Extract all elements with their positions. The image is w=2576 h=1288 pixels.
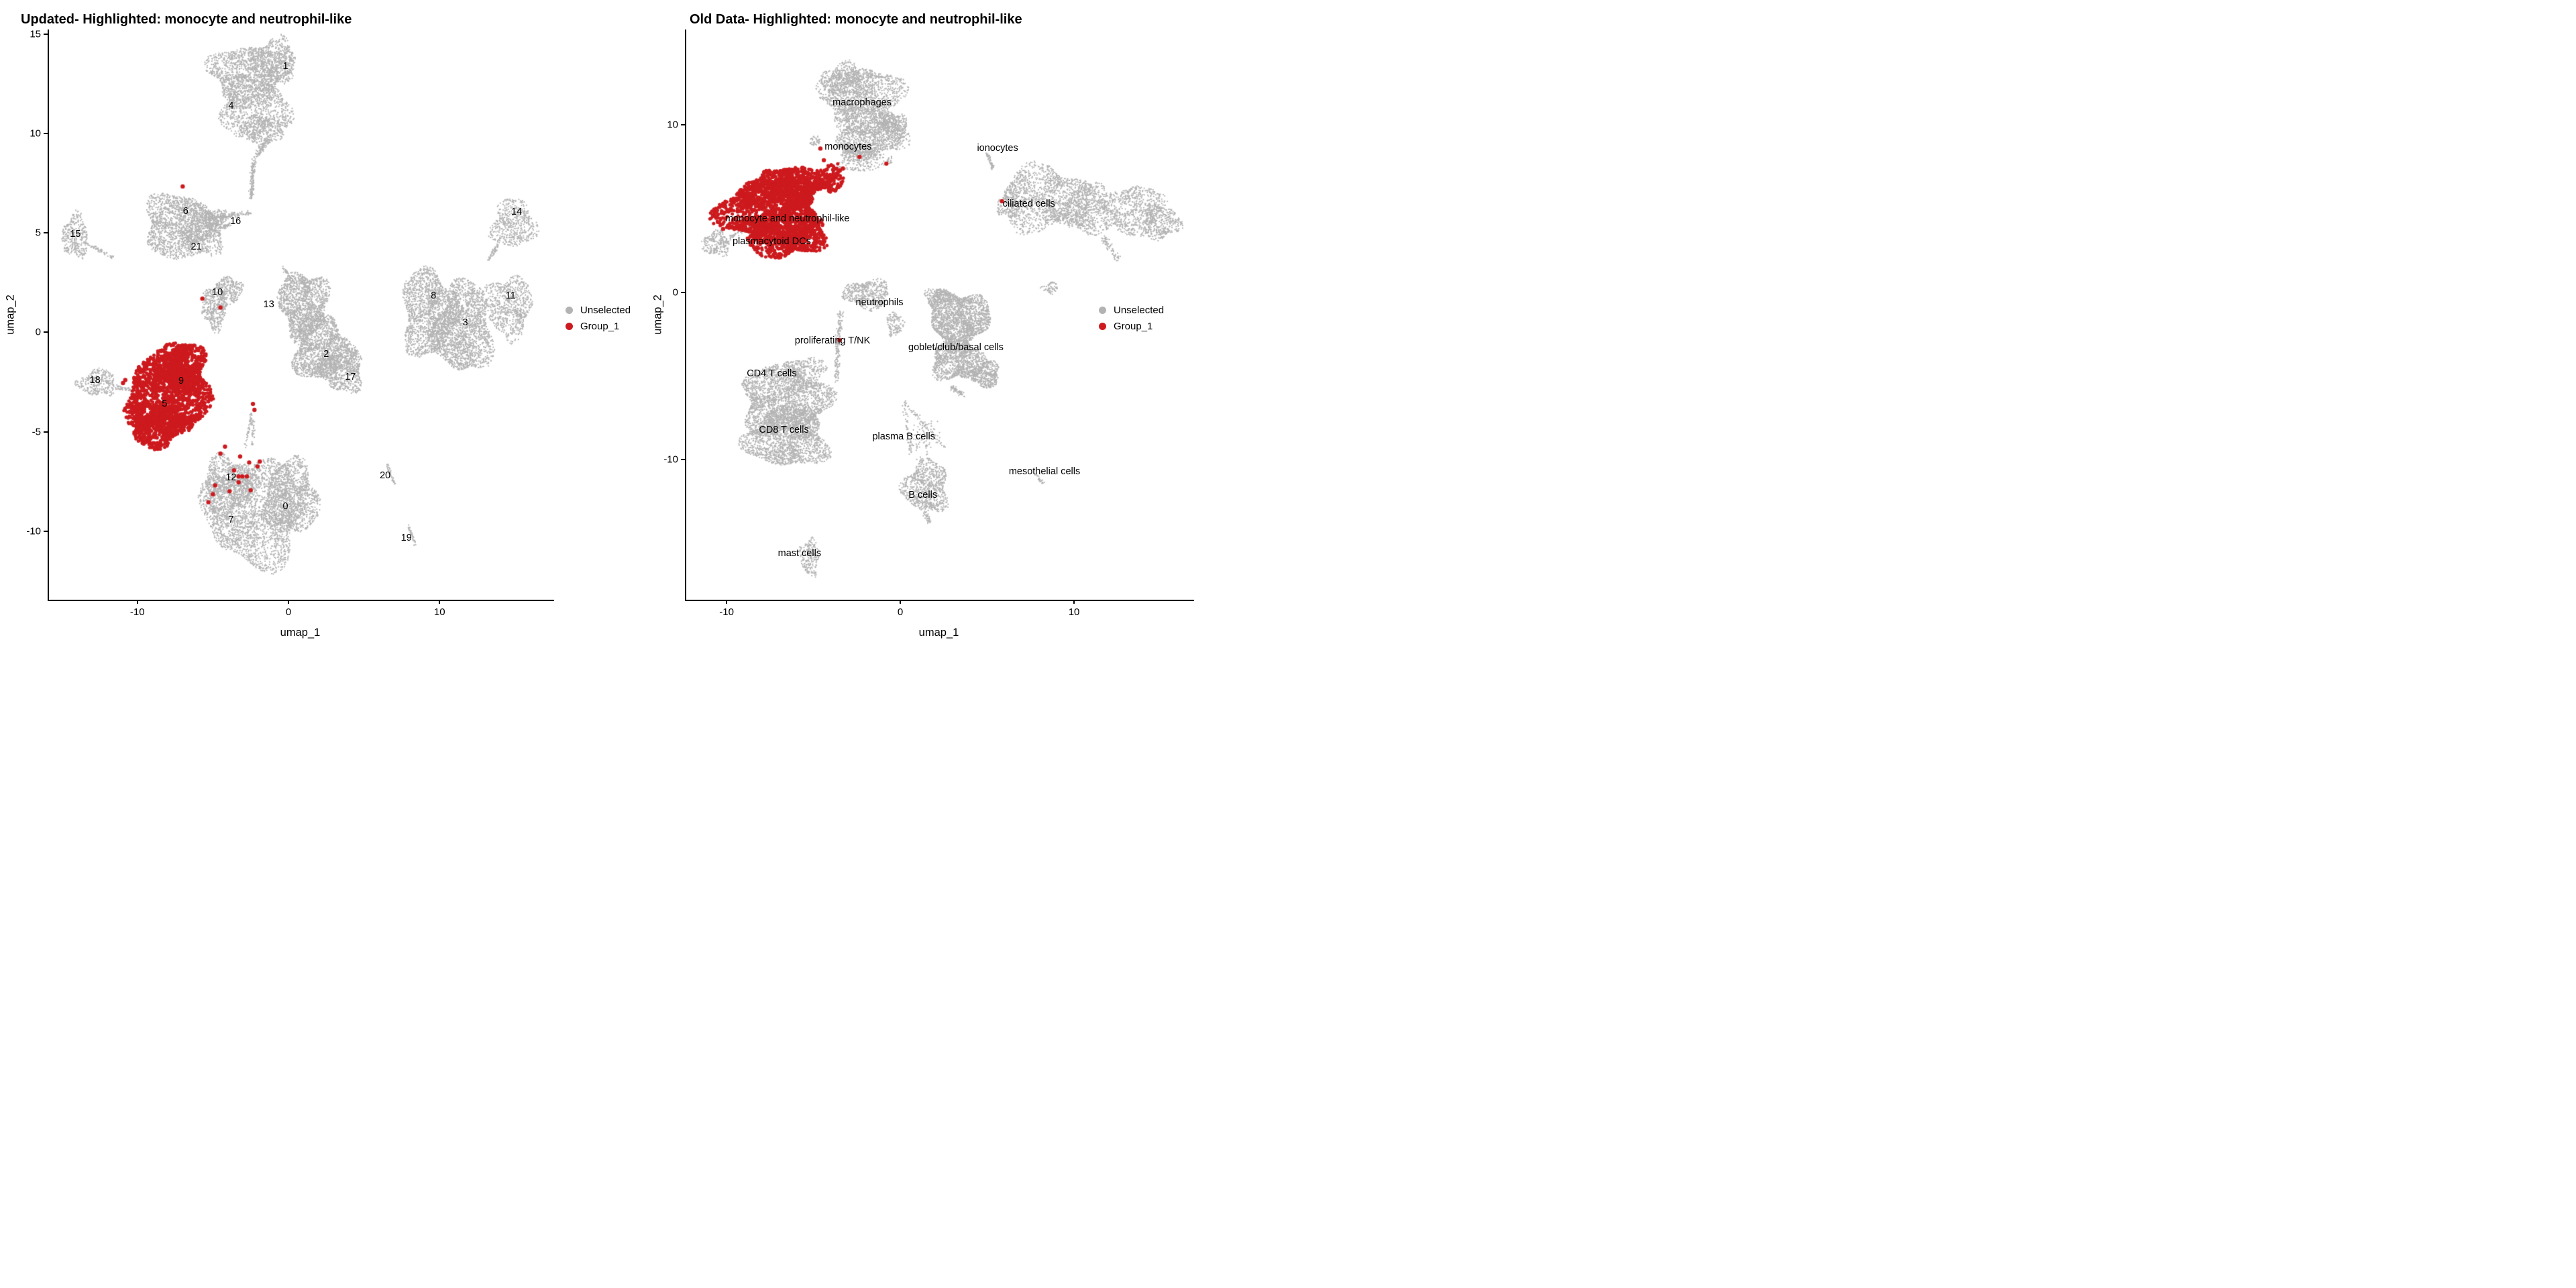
cluster-label-CD4-CD8-T-cells: CD4 T cells — [747, 368, 797, 379]
cluster-label-plasma-B-cells: plasma B cells — [872, 431, 935, 442]
cluster-label-cluster-8-3-11: 8 — [431, 290, 437, 301]
y-axis-label-left: umap_2 — [4, 294, 17, 335]
cluster-label-mast-cells: mast cells — [777, 547, 822, 559]
y-tick-mark — [44, 530, 48, 532]
cluster-label-cluster-6-21: 21 — [191, 241, 202, 252]
x-tick-label: -10 — [719, 606, 734, 618]
x-tick-label: 0 — [897, 606, 904, 618]
cluster-label-cluster-9-5-highlighted: 5 — [162, 398, 168, 409]
y-tick-mark — [681, 291, 685, 293]
cluster-label-macrophages: macrophages — [833, 97, 892, 108]
x-tick-label: -10 — [129, 606, 145, 618]
cluster-label-B-cells: B cells — [908, 489, 938, 500]
y-axis-label-right: umap_2 — [651, 294, 664, 335]
cluster-label-cluster-12-7-0: 0 — [282, 500, 288, 512]
scatter-canvas-updated — [49, 30, 554, 600]
x-tick-mark — [439, 600, 441, 604]
cluster-label-neutrophils: neutrophils — [855, 297, 904, 308]
group1-dot-icon — [566, 322, 573, 330]
x-tick-mark — [726, 600, 728, 604]
x-tick-label: 0 — [285, 606, 292, 618]
cluster-label-cluster-14: 14 — [511, 207, 523, 218]
cluster-label-cluster-9-5-highlighted: 9 — [178, 375, 184, 386]
y-tick-label: 10 — [667, 119, 678, 131]
scatter-canvas-old-data — [686, 30, 1194, 600]
legend-item-group1: Group_1 — [1099, 318, 1164, 334]
left-plot-title: Updated- Highlighted: monocyte and neutr… — [21, 12, 352, 27]
y-tick-mark — [44, 34, 48, 36]
cluster-label-cluster-1-4: 4 — [228, 100, 234, 111]
legend-label-group1: Group_1 — [580, 320, 620, 332]
group1-dot-icon — [1099, 322, 1106, 330]
cluster-label-cluster-1-4: 1 — [282, 60, 288, 72]
y-tick-label: 0 — [672, 286, 678, 299]
cluster-label-cluster-15: 15 — [70, 228, 81, 239]
y-tick-mark — [44, 431, 48, 433]
y-tick-mark — [681, 124, 685, 126]
cluster-label-cluster-13-2-17: 13 — [263, 299, 274, 310]
cluster-label-goblet-club-basal-cells: goblet/club/basal cells — [908, 342, 1004, 354]
cluster-label-cluster-8-3-11: 11 — [505, 290, 516, 301]
x-tick-mark — [1073, 600, 1075, 604]
legend-left: Unselected Group_1 — [566, 302, 631, 334]
cluster-label-cluster-10: 10 — [212, 287, 223, 299]
cluster-label-cluster-19: 19 — [400, 532, 412, 543]
cluster-label-CD4-CD8-T-cells: CD8 T cells — [759, 424, 809, 435]
cluster-label-cluster-6-21: 6 — [182, 205, 189, 217]
y-tick-label: 15 — [30, 28, 41, 40]
cluster-label-monocyte-and-neutrophil-like-highlighted: monocyte and neutrophil-like — [725, 213, 850, 224]
cluster-label-cluster-12-7-0: 7 — [228, 515, 234, 526]
cluster-label-cluster-16: 16 — [230, 215, 241, 227]
cluster-label-cluster-12-7-0: 12 — [225, 472, 237, 483]
x-axis-label-right: umap_1 — [918, 627, 959, 639]
x-tick-label: 10 — [1068, 606, 1080, 618]
cluster-label-cluster-18: 18 — [89, 374, 101, 386]
cluster-label-ciliated-cells: ciliated cells — [1002, 198, 1055, 209]
x-tick-label: 10 — [433, 606, 445, 618]
y-tick-label: 0 — [35, 326, 41, 338]
x-axis-label-left: umap_1 — [280, 627, 321, 639]
unselected-dot-icon — [1099, 306, 1106, 314]
x-tick-mark — [136, 600, 138, 604]
cluster-label-proliferating-T-NK: proliferating T/NK — [794, 335, 871, 347]
umap-panel-old-data: macrophages monocytes ionocytes plasmacytoi… — [663, 30, 1194, 618]
y-tick-mark — [44, 133, 48, 135]
legend-right: Unselected Group_1 — [1099, 302, 1164, 334]
y-tick-mark — [681, 459, 685, 461]
x-tick-mark — [288, 600, 290, 604]
y-tick-mark — [44, 232, 48, 234]
y-tick-mark — [44, 331, 48, 333]
cluster-label-cluster-13-2-17: 17 — [345, 371, 356, 382]
legend-label-unselected: Unselected — [1114, 304, 1165, 316]
cluster-label-cluster-13-2-17: 2 — [323, 348, 329, 360]
cluster-label-mesothelial-cells: mesothelial cells — [1008, 466, 1081, 477]
right-plot-title: Old Data- Highlighted: monocyte and neut… — [690, 12, 1022, 27]
legend-label-group1: Group_1 — [1114, 320, 1153, 332]
legend-item-unselected: Unselected — [566, 302, 631, 318]
legend-item-group1: Group_1 — [566, 318, 631, 334]
legend-item-unselected: Unselected — [1099, 302, 1164, 318]
labels-layer-old-data: macrophages monocytes ionocytes plasmacytoi… — [663, 30, 1194, 618]
x-tick-mark — [900, 600, 902, 604]
y-tick-label: 5 — [35, 227, 41, 239]
unselected-dot-icon — [566, 306, 573, 314]
y-tick-label: -10 — [26, 525, 41, 537]
legend-label-unselected: Unselected — [580, 304, 631, 316]
labels-layer-updated: 1 4 6 21 16 15 10 13 2 17 8 3 11 14 18 12 7 0 20 19 9 5 -10 0 10… — [26, 29, 554, 618]
y-tick-label: 10 — [30, 127, 41, 140]
cluster-label-plasmacytoid-DCs: plasmacytoid DCs — [732, 235, 811, 247]
cluster-label-ionocytes: ionocytes — [977, 143, 1018, 154]
umap-panel-updated: 1 4 6 21 16 15 10 13 2 17 8 3 11 14 18 12 7 0 20 19 9 5 -10 0 10… — [26, 29, 554, 618]
y-tick-label: -5 — [32, 426, 41, 438]
cluster-label-monocytes: monocytes — [824, 141, 872, 152]
cluster-label-cluster-8-3-11: 3 — [462, 317, 468, 328]
cluster-label-cluster-20: 20 — [380, 470, 391, 481]
y-tick-label: -10 — [663, 453, 678, 466]
